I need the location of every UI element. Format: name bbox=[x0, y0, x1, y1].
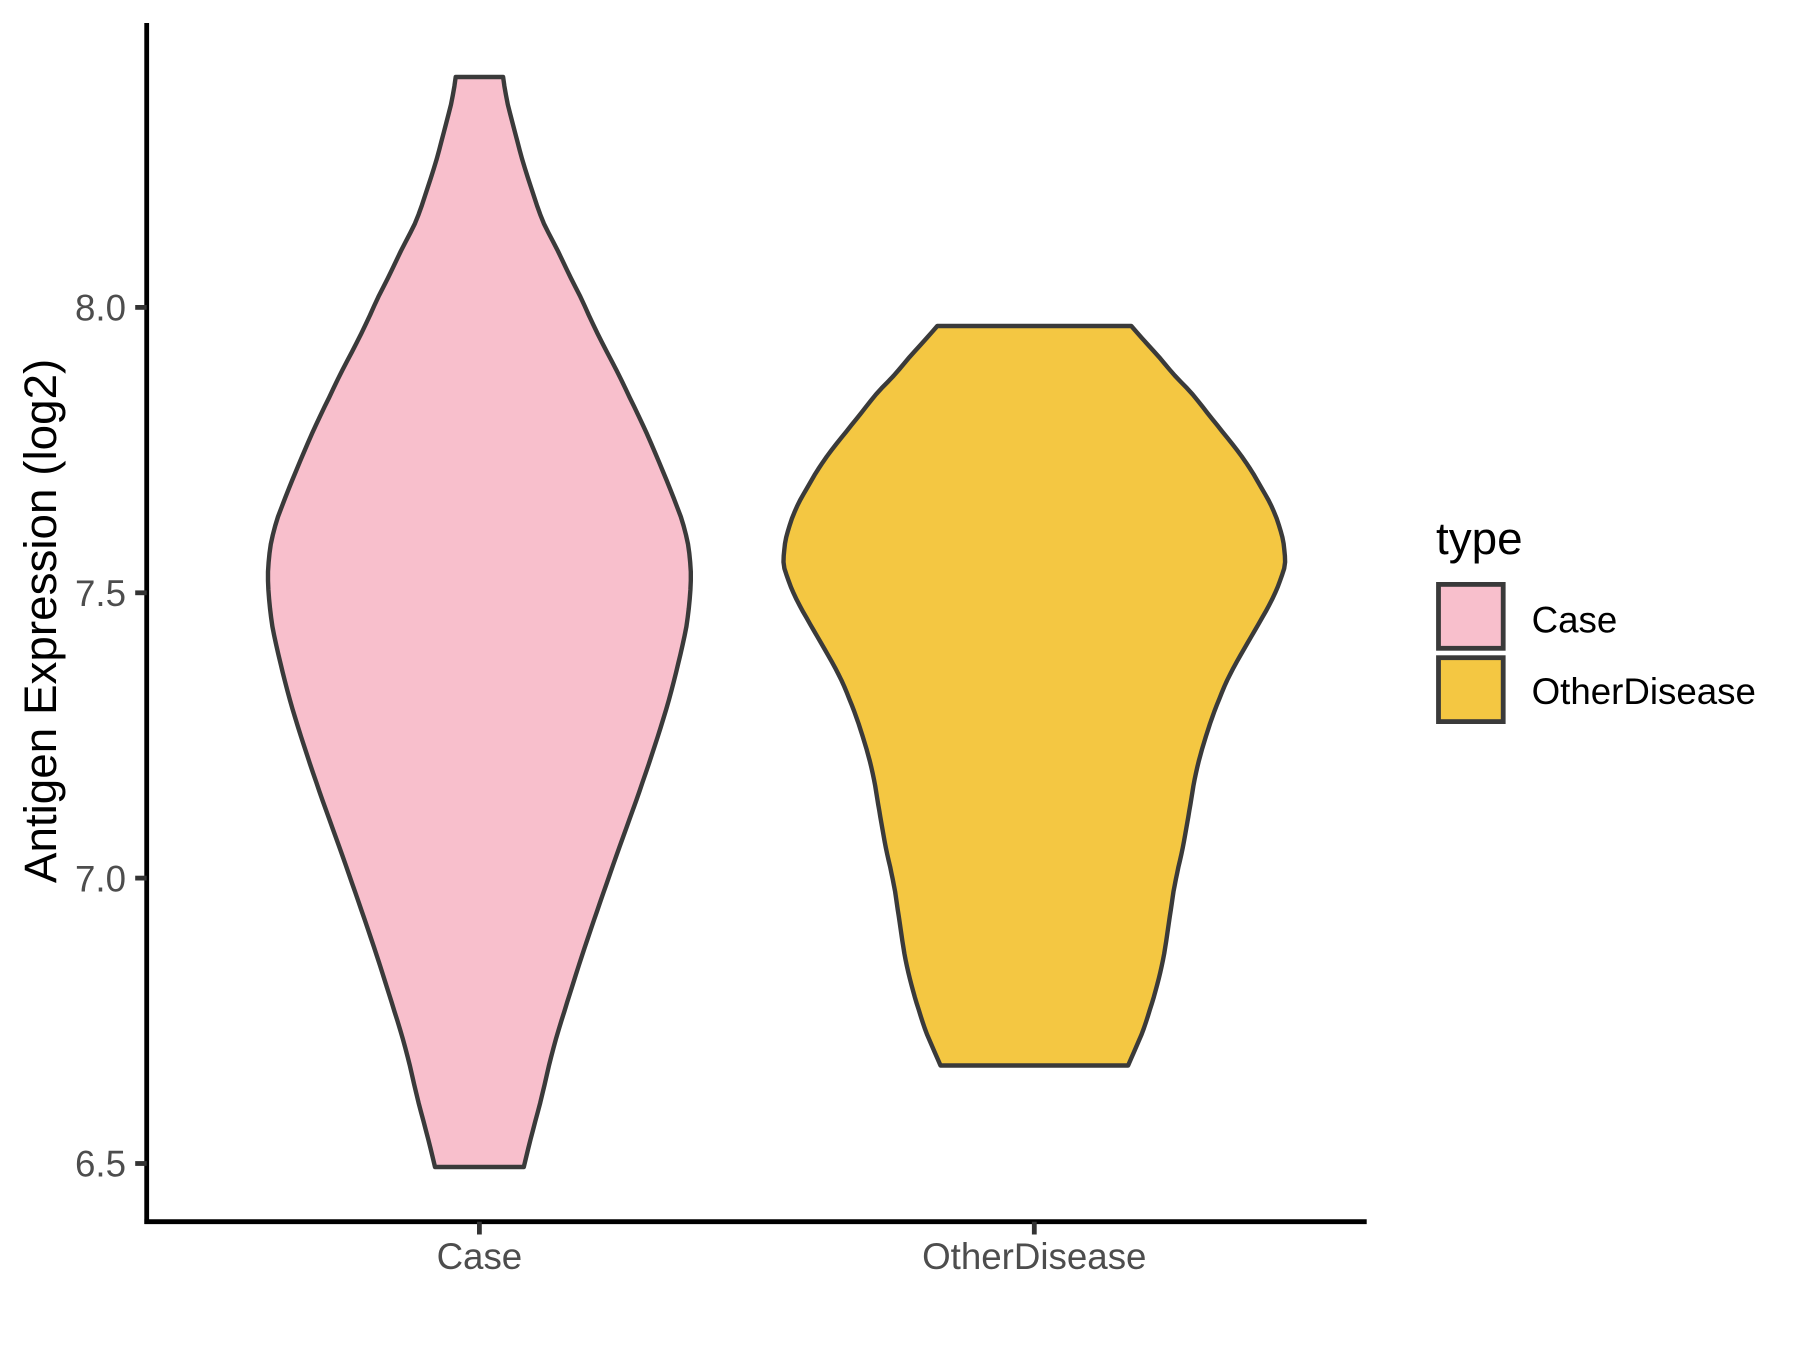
svg-text:8.0: 8.0 bbox=[75, 288, 126, 329]
svg-text:7.5: 7.5 bbox=[75, 573, 126, 614]
svg-text:OtherDisease: OtherDisease bbox=[1532, 671, 1756, 712]
svg-text:7.0: 7.0 bbox=[75, 858, 126, 899]
svg-text:Case: Case bbox=[1532, 599, 1618, 640]
svg-text:type: type bbox=[1436, 513, 1523, 564]
svg-text:Antigen Expression (log2): Antigen Expression (log2) bbox=[15, 359, 66, 883]
svg-text:OtherDisease: OtherDisease bbox=[922, 1236, 1146, 1277]
svg-text:6.5: 6.5 bbox=[75, 1144, 126, 1185]
svg-text:Case: Case bbox=[437, 1236, 523, 1277]
